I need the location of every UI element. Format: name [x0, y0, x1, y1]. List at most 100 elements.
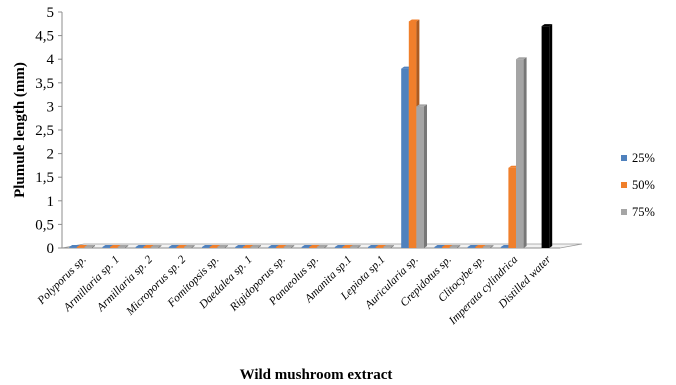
bar-face [368, 247, 376, 248]
bar-face [283, 247, 292, 248]
bar-face [350, 247, 358, 248]
bar-top [235, 245, 246, 248]
bar-face [242, 247, 251, 248]
bar [482, 245, 494, 248]
bar-top [69, 245, 80, 248]
bar-top [184, 245, 195, 248]
x-axis-title: Wild mushroom extract [240, 367, 393, 383]
bar [516, 57, 527, 249]
y-tick-labels: 0 0,5 1 1,5 2 2,5 3 3,5 4 4,5 5 [35, 5, 54, 257]
bar-top [368, 245, 379, 248]
bar-side [291, 245, 295, 248]
bar-top [434, 245, 445, 248]
bar-top [309, 245, 320, 248]
bar [541, 24, 553, 248]
bar-face [508, 167, 516, 248]
bar-face [110, 247, 118, 248]
bar [150, 245, 162, 248]
bar-face [84, 247, 92, 248]
legend-item: 75% [621, 205, 655, 219]
bar [283, 245, 295, 248]
legend-swatch [621, 182, 627, 188]
bar-face [184, 247, 192, 248]
y-tick-label: 1 [47, 194, 55, 210]
y-tick-label: 3,5 [35, 76, 54, 92]
bar-face [442, 247, 450, 248]
bar [117, 245, 129, 248]
bar [383, 245, 394, 248]
bar-side [224, 245, 228, 248]
bar-face [475, 247, 483, 248]
bar-face [235, 247, 243, 248]
bar-top [342, 245, 353, 248]
bar-face [449, 247, 458, 248]
bar-side [158, 245, 162, 248]
y-tick-label: 4,5 [35, 29, 54, 45]
bar-top [135, 245, 147, 248]
bar-face [150, 247, 159, 248]
bar [84, 245, 95, 248]
legend-label: 25% [632, 151, 655, 165]
bar-face [309, 247, 317, 248]
bar-face [401, 68, 409, 248]
bar [250, 245, 261, 248]
bar-face [69, 247, 77, 248]
bar-top [117, 245, 129, 248]
bar-face [250, 247, 258, 248]
bar-face [467, 247, 476, 248]
bar-face [375, 247, 384, 248]
bar-top [209, 245, 221, 248]
bar-top [375, 245, 387, 248]
bar [316, 245, 328, 248]
bar-top [442, 245, 453, 248]
bar [350, 245, 361, 248]
bar-face [408, 21, 417, 248]
bar-side [92, 245, 95, 248]
y-tick-label: 0,5 [35, 217, 54, 233]
bar-face [268, 247, 276, 248]
bar-side [457, 245, 461, 248]
bar-face [416, 106, 424, 249]
bar-face [217, 247, 225, 248]
bar-face [209, 247, 218, 248]
y-tick-label: 1,5 [35, 170, 54, 186]
bar-face [301, 247, 310, 248]
bar-top [250, 245, 261, 248]
bar-side [258, 245, 261, 248]
bar-top [84, 245, 95, 248]
bar-top [301, 245, 313, 248]
bar-top [202, 245, 213, 248]
y-tick-label: 0 [47, 241, 55, 257]
bar-top [110, 245, 121, 248]
bar-top [541, 24, 553, 27]
bar-face [168, 247, 177, 248]
bar-face [541, 26, 550, 248]
bar-face [383, 247, 391, 248]
bar-top [408, 19, 420, 22]
y-tick-label: 2 [47, 147, 55, 163]
bar-side [191, 245, 195, 248]
bar [416, 104, 427, 249]
bar-top [416, 104, 427, 107]
bar-side [390, 245, 394, 248]
bar-face [143, 247, 151, 248]
legend-swatch [621, 209, 627, 215]
bar-side [549, 24, 553, 248]
bar-side [424, 104, 427, 249]
bar-top [449, 245, 461, 248]
y-tick-label: 3 [47, 99, 55, 115]
bar-face [276, 247, 284, 248]
bar-top [383, 245, 394, 248]
bar-face [482, 247, 491, 248]
bar-face [334, 247, 343, 248]
bar-side [324, 245, 328, 248]
bar-face [434, 247, 442, 248]
bar-top [176, 245, 187, 248]
bar-top [168, 245, 180, 248]
bar-top [143, 245, 154, 248]
bar [449, 245, 461, 248]
bar-top [268, 245, 279, 248]
bar-side [523, 57, 527, 249]
bar-top [316, 245, 328, 248]
